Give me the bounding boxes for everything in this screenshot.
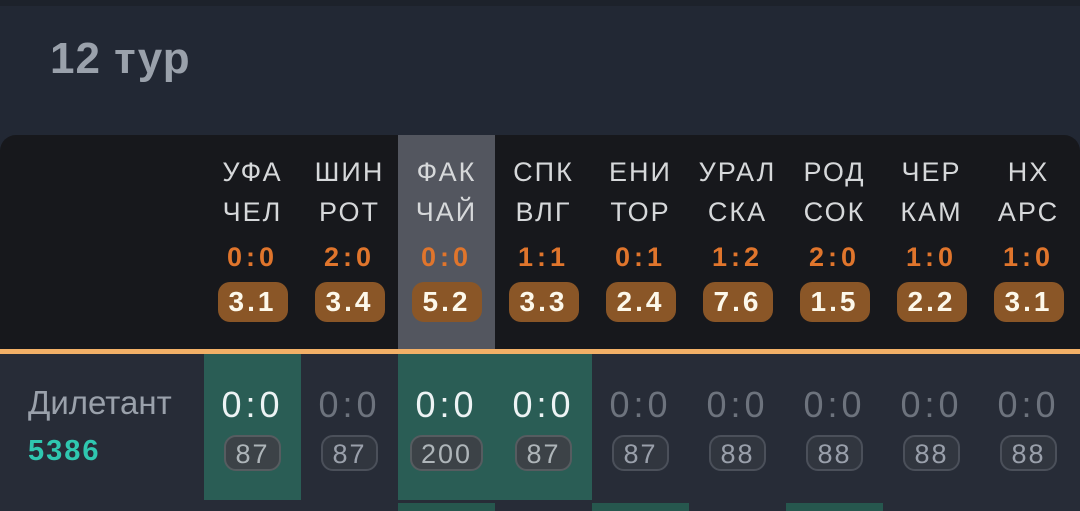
home-team-label: НХ <box>1007 157 1050 187</box>
points-badge: 88 <box>903 435 960 471</box>
top-edge-strip <box>0 0 1080 6</box>
match-column[interactable]: УФА ЧЕЛ 0:0 3.1 <box>204 135 301 349</box>
prediction-score: 0:0 <box>415 384 478 425</box>
home-team-label: ЕНИ <box>609 157 672 187</box>
match-column[interactable]: УРАЛ СКА 1:2 7.6 <box>689 135 786 349</box>
match-score: 1:2 <box>711 242 764 272</box>
points-badge: 200 <box>409 435 484 471</box>
prediction-score: 0:0 <box>706 384 769 425</box>
match-score: 1:0 <box>1002 242 1055 272</box>
home-team-label: ЧЕР <box>901 157 962 187</box>
home-team-label: УРАЛ <box>698 157 777 187</box>
player-info: Дилетант 5386 <box>28 384 172 468</box>
match-columns: УФА ЧЕЛ 0:0 3.1 ШИН РОТ 2:0 3.4 ФАК ЧАЙ … <box>204 135 1077 349</box>
odds-badge: 5.2 <box>411 282 482 322</box>
next-row-cell <box>786 503 883 511</box>
player-row[interactable]: Дилетант 5386 0:0 87 0:0 87 0:0 200 0:0 … <box>0 354 1080 500</box>
points-badge: 87 <box>321 435 378 471</box>
home-team-label: РОД <box>803 157 866 187</box>
match-score: 0:0 <box>226 242 279 272</box>
prediction-cell[interactable]: 0:0 88 <box>786 354 883 500</box>
odds-badge: 3.4 <box>314 282 385 322</box>
match-column[interactable]: СПК ВЛГ 1:1 3.3 <box>495 135 592 349</box>
prediction-cell[interactable]: 0:0 200 <box>398 354 495 500</box>
points-badge: 87 <box>224 435 281 471</box>
next-row-cell <box>495 503 592 511</box>
prediction-score: 0:0 <box>318 384 381 425</box>
home-team-label: УФА <box>222 157 283 187</box>
next-row-cell <box>689 503 786 511</box>
prediction-score: 0:0 <box>997 384 1060 425</box>
away-team-label: ВЛГ <box>515 197 572 227</box>
prediction-cell[interactable]: 0:0 88 <box>980 354 1077 500</box>
next-row-cell <box>204 503 301 511</box>
prediction-score: 0:0 <box>609 384 672 425</box>
prediction-cell[interactable]: 0:0 87 <box>592 354 689 500</box>
points-badge: 87 <box>515 435 572 471</box>
prediction-cells: 0:0 87 0:0 87 0:0 200 0:0 87 0:0 87 0:0 … <box>204 354 1077 500</box>
prediction-cell[interactable]: 0:0 87 <box>204 354 301 500</box>
match-column[interactable]: ЧЕР КАМ 1:0 2.2 <box>883 135 980 349</box>
match-score: 0:1 <box>614 242 667 272</box>
match-score: 1:1 <box>517 242 570 272</box>
odds-badge: 2.2 <box>896 282 967 322</box>
next-row-cell <box>398 503 495 511</box>
player-name: Дилетант <box>28 384 172 421</box>
next-row-cell <box>883 503 980 511</box>
away-team-label: СОК <box>803 197 866 227</box>
matches-header-board: УФА ЧЕЛ 0:0 3.1 ШИН РОТ 2:0 3.4 ФАК ЧАЙ … <box>0 135 1080 349</box>
match-column[interactable]: ЕНИ ТОР 0:1 2.4 <box>592 135 689 349</box>
prediction-cell[interactable]: 0:0 87 <box>495 354 592 500</box>
predictions-section: Дилетант 5386 0:0 87 0:0 87 0:0 200 0:0 … <box>0 354 1080 511</box>
odds-badge: 7.6 <box>702 282 773 322</box>
next-row-cell <box>980 503 1077 511</box>
match-column[interactable]: ШИН РОТ 2:0 3.4 <box>301 135 398 349</box>
odds-badge: 1.5 <box>799 282 870 322</box>
home-team-label: ШИН <box>314 157 385 187</box>
points-badge: 88 <box>1000 435 1057 471</box>
odds-badge: 3.1 <box>993 282 1064 322</box>
away-team-label: ЧЕЛ <box>222 197 283 227</box>
prediction-cell[interactable]: 0:0 88 <box>883 354 980 500</box>
orange-divider <box>0 349 1080 354</box>
match-column[interactable]: ФАК ЧАЙ 0:0 5.2 <box>398 135 495 349</box>
prediction-cell[interactable]: 0:0 87 <box>301 354 398 500</box>
match-score: 2:0 <box>323 242 376 272</box>
away-team-label: РОТ <box>319 197 380 227</box>
home-team-label: СПК <box>513 157 574 187</box>
away-team-label: КАМ <box>900 197 963 227</box>
round-title: 12 тур <box>50 34 191 83</box>
prediction-score: 0:0 <box>803 384 866 425</box>
points-badge: 88 <box>806 435 863 471</box>
away-team-label: СКА <box>707 197 768 227</box>
away-team-label: АРС <box>997 197 1060 227</box>
match-score: 2:0 <box>808 242 861 272</box>
prediction-cell[interactable]: 0:0 88 <box>689 354 786 500</box>
prediction-score: 0:0 <box>900 384 963 425</box>
match-score: 0:0 <box>420 242 473 272</box>
match-column[interactable]: РОД СОК 2:0 1.5 <box>786 135 883 349</box>
prediction-score: 0:0 <box>221 384 284 425</box>
next-row-cell <box>301 503 398 511</box>
away-team-label: ЧАЙ <box>415 197 478 227</box>
match-score: 1:0 <box>905 242 958 272</box>
next-row-cell <box>592 503 689 511</box>
next-player-row-partial <box>204 503 1077 511</box>
points-badge: 87 <box>612 435 669 471</box>
odds-badge: 3.1 <box>217 282 288 322</box>
odds-badge: 2.4 <box>605 282 676 322</box>
points-badge: 88 <box>709 435 766 471</box>
away-team-label: ТОР <box>610 197 671 227</box>
home-team-label: ФАК <box>416 157 477 187</box>
prediction-score: 0:0 <box>512 384 575 425</box>
odds-badge: 3.3 <box>508 282 579 322</box>
match-column[interactable]: НХ АРС 1:0 3.1 <box>980 135 1077 349</box>
player-id: 5386 <box>28 435 101 467</box>
